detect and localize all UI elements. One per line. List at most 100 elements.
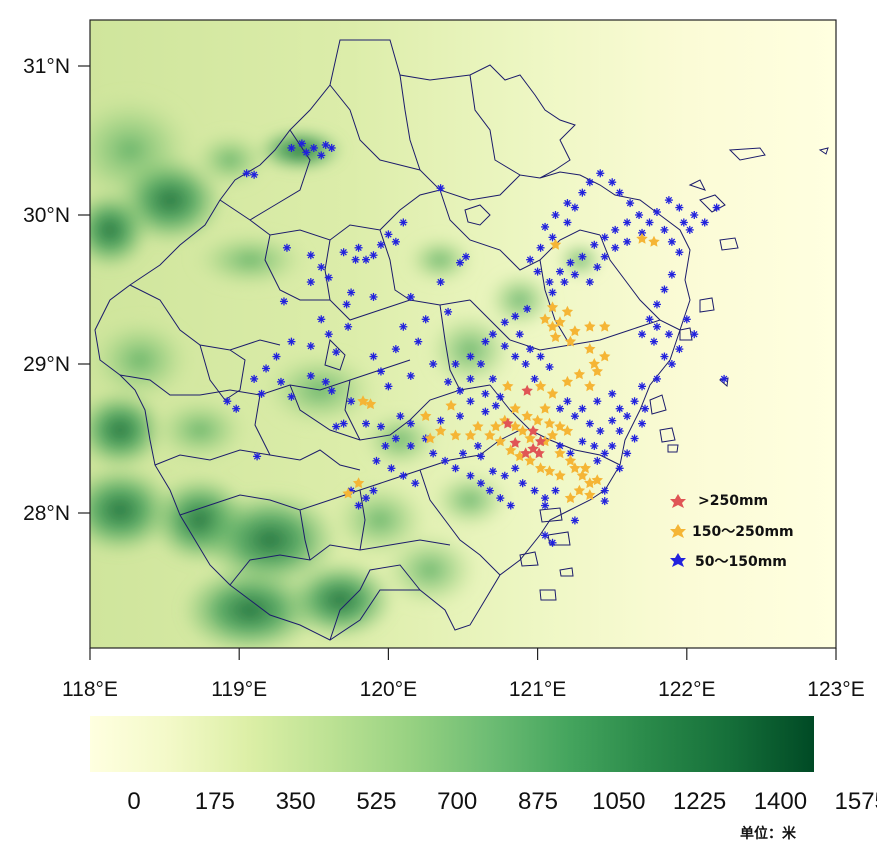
station-50-150 (279, 297, 288, 306)
station-50-150 (414, 337, 423, 346)
station-50-150 (626, 199, 635, 208)
station-50-150 (362, 255, 371, 264)
station-50-150 (287, 392, 296, 401)
station-150-250 (546, 429, 559, 441)
colorbar-tick-label: 525 (356, 788, 396, 815)
station-50-150 (600, 449, 609, 458)
station-150-250 (569, 325, 581, 337)
station-50-150 (354, 501, 363, 510)
station-50-150 (347, 397, 356, 406)
station-50-150 (667, 270, 676, 279)
county-line (599, 234, 661, 321)
station-50-150 (496, 392, 505, 401)
station-gt250 (533, 447, 545, 459)
station-50-150 (406, 441, 415, 450)
x-tick-label: 120°E (360, 678, 417, 701)
elevation-colorbar: 0 175 350 525 700 875 1050 1225 1400 1575 单位：米 (90, 716, 877, 842)
station-50-150 (436, 416, 445, 425)
station-50-150 (411, 479, 420, 488)
station-150-250 (543, 465, 556, 477)
station-50-150 (518, 479, 527, 488)
station-50-150 (488, 374, 497, 383)
county-line (229, 539, 451, 586)
station-50-150 (387, 464, 396, 473)
station-50-150 (276, 377, 285, 386)
station-50-150 (257, 389, 266, 398)
station-50-150 (720, 374, 729, 383)
station-50-150 (700, 218, 709, 227)
station-150-250 (554, 447, 566, 459)
station-50-150 (306, 371, 315, 380)
station-50-150 (476, 479, 485, 488)
station-50-150 (317, 151, 326, 160)
station-50-150 (476, 360, 485, 368)
station-50-150 (675, 345, 684, 354)
station-50-150 (608, 389, 617, 398)
station-150-250 (554, 316, 566, 328)
station-50-150 (615, 464, 624, 473)
station-50-150 (600, 486, 609, 495)
station-150-250 (531, 414, 544, 426)
station-50-150 (593, 397, 602, 406)
station-150-250 (543, 417, 556, 429)
station-50-150 (287, 143, 296, 152)
station-50-150 (600, 497, 609, 506)
station-50-150 (481, 407, 490, 416)
station-50-150 (652, 208, 661, 217)
station-50-150 (272, 352, 281, 361)
county-line (464, 204, 491, 226)
station-50-150 (545, 278, 554, 287)
station-50-150 (384, 382, 393, 391)
map-panel (90, 20, 836, 648)
station-50-150 (369, 251, 378, 260)
y-axis: 31°N 30°N 29°N 28°N (23, 55, 90, 525)
map-frame (89, 19, 837, 649)
station-50-150 (585, 419, 594, 428)
station-150-250 (584, 380, 596, 392)
station-50-150 (536, 352, 545, 361)
county-line (344, 379, 361, 441)
station-50-150 (623, 237, 632, 246)
county-line (179, 454, 481, 516)
station-50-150 (253, 452, 262, 461)
station-50-150 (461, 252, 470, 261)
station-50-150 (372, 456, 381, 465)
station-50-150 (530, 374, 539, 383)
colorbar-tick-label: 1225 (673, 788, 726, 815)
station-50-150 (485, 486, 494, 495)
station-50-150 (491, 401, 500, 410)
station-50-150 (630, 397, 639, 406)
station-50-150 (652, 300, 661, 309)
station-50-150 (391, 237, 400, 246)
station-50-150 (488, 330, 497, 339)
station-50-150 (391, 345, 400, 354)
station-50-150 (339, 248, 348, 257)
station-50-150 (262, 364, 271, 373)
station-50-150 (530, 486, 539, 495)
station-50-150 (560, 278, 569, 287)
rainfall-legend: >250mm 150～250mm 50～150mm (670, 493, 794, 570)
station-50-150 (321, 140, 330, 149)
station-150-250 (524, 454, 536, 466)
station-50-150 (611, 243, 620, 252)
county-line (419, 469, 501, 576)
station-50-150 (608, 416, 617, 425)
station-50-150 (596, 169, 605, 178)
station-50-150 (638, 382, 647, 391)
station-50-150 (570, 203, 579, 212)
station-50-150 (660, 225, 669, 234)
station-50-150 (441, 456, 450, 465)
station-50-150 (456, 412, 465, 421)
station-50-150 (376, 422, 385, 431)
station-50-150 (339, 419, 348, 428)
station-50-150 (381, 441, 390, 450)
station-gt250 (502, 417, 514, 429)
station-50-150 (473, 441, 482, 450)
station-50-150 (362, 494, 371, 503)
station-50-150 (332, 422, 341, 431)
station-50-150 (306, 278, 315, 287)
station-150-250 (539, 313, 551, 325)
station-50-150 (630, 434, 639, 443)
colorbar-tick-label: 1400 (754, 788, 807, 815)
station-50-150 (327, 386, 336, 395)
